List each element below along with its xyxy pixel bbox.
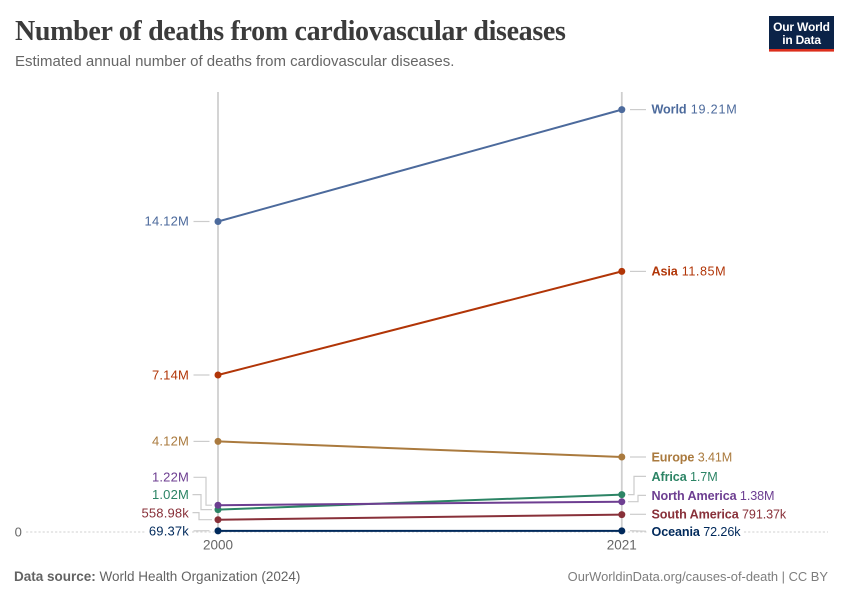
- svg-text:Europe 3.41M: Europe 3.41M: [652, 451, 733, 465]
- svg-text:69.37k: 69.37k: [149, 523, 189, 538]
- svg-text:1.02M: 1.02M: [152, 487, 189, 502]
- svg-text:South America 791.37k: South America 791.37k: [652, 508, 787, 522]
- svg-text:World 19.21M: World 19.21M: [652, 103, 738, 117]
- svg-text:Oceania 72.26k: Oceania 72.26k: [652, 525, 742, 539]
- svg-text:4.12M: 4.12M: [152, 434, 189, 449]
- svg-text:2000: 2000: [203, 538, 233, 553]
- svg-text:14.12M: 14.12M: [145, 213, 189, 228]
- svg-text:Asia 11.85M: Asia 11.85M: [652, 265, 727, 279]
- svg-text:Data source: World Health Orga: Data source: World Health Organization (…: [14, 569, 300, 584]
- svg-text:North America 1.38M: North America 1.38M: [652, 489, 775, 503]
- svg-text:558.98k: 558.98k: [141, 506, 189, 521]
- svg-text:OurWorldinData.org/causes-of-d: OurWorldinData.org/causes-of-death | CC …: [568, 569, 829, 584]
- svg-text:Estimated annual number of dea: Estimated annual number of deaths from c…: [15, 53, 454, 70]
- svg-text:7.14M: 7.14M: [152, 367, 189, 382]
- svg-text:Number of deaths from cardiova: Number of deaths from cardiovascular dis…: [15, 16, 566, 47]
- svg-text:0: 0: [15, 525, 22, 540]
- svg-text:in Data: in Data: [782, 33, 821, 47]
- svg-text:Our World: Our World: [773, 20, 830, 34]
- svg-text:Africa 1.7M: Africa 1.7M: [652, 470, 718, 484]
- svg-text:1.22M: 1.22M: [152, 469, 189, 484]
- svg-text:2021: 2021: [607, 538, 637, 553]
